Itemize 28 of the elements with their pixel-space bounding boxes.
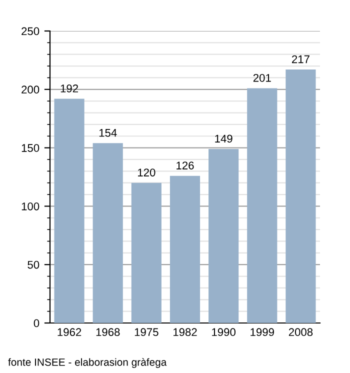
data-label: 154 — [99, 129, 117, 137]
x-tick-label: 1968 — [96, 328, 120, 336]
bar — [247, 88, 278, 323]
x-tick-label: 1990 — [212, 328, 236, 336]
x-tick-label: 1962 — [58, 328, 82, 336]
y-tick-label: 250 — [22, 27, 40, 36]
data-label: 201 — [253, 74, 271, 82]
data-label: 149 — [215, 134, 232, 143]
y-tick-label: 200 — [22, 86, 40, 94]
x-tick-label: 1999 — [250, 328, 274, 336]
data-label: 192 — [60, 84, 78, 92]
x-tick-label: 2008 — [288, 328, 313, 336]
source-note: fonte INSEE - elaborasion gràfega — [8, 358, 167, 368]
data-label: 120 — [138, 168, 156, 176]
y-tick-label: 0 — [34, 319, 40, 328]
x-tick-label: 1975 — [134, 328, 158, 336]
bar — [208, 148, 239, 323]
y-tick-label: 100 — [22, 202, 40, 210]
y-tick-label: 50 — [28, 260, 40, 269]
bar — [92, 143, 123, 323]
bar — [131, 182, 162, 323]
bar — [54, 98, 84, 323]
bar — [170, 176, 200, 323]
data-label: 126 — [176, 162, 194, 170]
x-tick-label: 1982 — [173, 328, 197, 336]
data-label: 217 — [292, 55, 310, 64]
bar — [286, 70, 316, 323]
y-tick-label: 150 — [22, 144, 40, 152]
